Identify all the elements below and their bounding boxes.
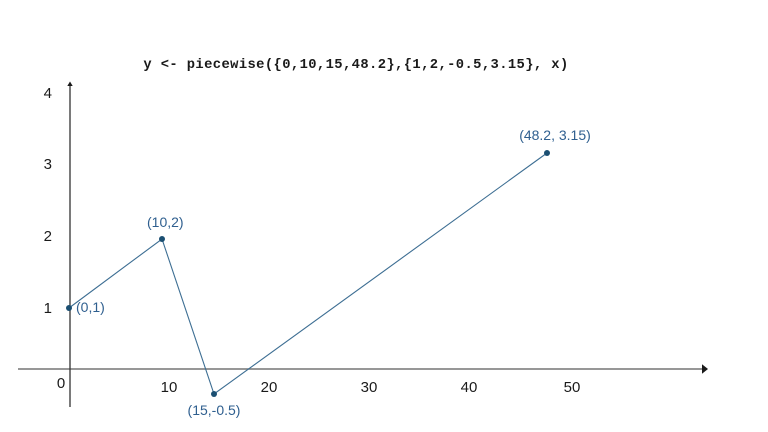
svg-text:40: 40 [461, 379, 478, 396]
svg-text:(0,1): (0,1) [76, 299, 105, 315]
svg-text:20: 20 [261, 379, 278, 396]
svg-text:30: 30 [361, 379, 378, 396]
svg-text:3: 3 [44, 156, 52, 173]
svg-text:4: 4 [44, 85, 52, 102]
svg-text:(10,2): (10,2) [147, 214, 184, 230]
svg-text:10: 10 [161, 379, 178, 396]
svg-text:0: 0 [57, 375, 65, 392]
svg-text:(48.2, 3.15): (48.2, 3.15) [519, 127, 591, 143]
svg-text:2: 2 [44, 228, 52, 245]
svg-text:1: 1 [44, 300, 52, 317]
svg-text:(15,-0.5): (15,-0.5) [188, 402, 241, 418]
svg-text:50: 50 [564, 379, 581, 396]
